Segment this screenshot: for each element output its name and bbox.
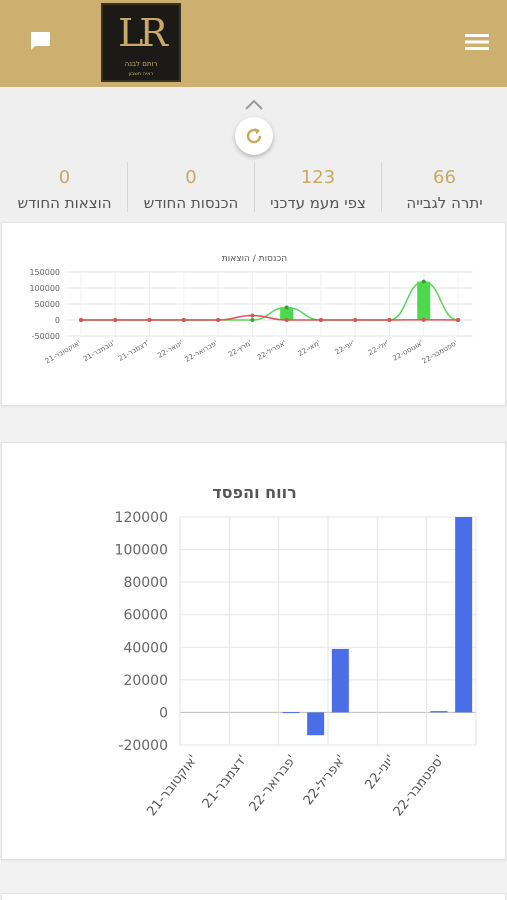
logo[interactable]: LR רותם לבנה ראיה חשבון <box>101 3 181 82</box>
menu-icon[interactable] <box>464 32 490 52</box>
profit-loss-bar <box>307 712 325 736</box>
stat-monthly-expenses[interactable]: 0 הוצאות החודש <box>2 162 127 218</box>
stat-value: 0 <box>185 167 197 188</box>
income-line <box>80 280 459 321</box>
y-tick-label: 80000 <box>123 575 168 591</box>
expenses-point <box>284 318 289 322</box>
logo-mark: LR <box>118 11 168 55</box>
x-tick-label: ספטמבר-22' <box>421 339 459 366</box>
y-tick-label: 100000 <box>115 543 168 559</box>
y-tick-label: 150000 <box>29 268 60 277</box>
chart-title: הכנסות / הוצאות <box>221 254 288 264</box>
expenses-point <box>250 313 255 318</box>
y-tick-label: -20000 <box>118 738 168 754</box>
profit-loss-bar <box>331 648 349 713</box>
x-tick-label: פברואר-22' <box>247 752 300 814</box>
stat-label: צפי מעמ עדכני <box>270 194 366 212</box>
profit-loss-bar <box>282 712 300 714</box>
expenses-point <box>456 318 460 322</box>
expenses-point <box>113 318 118 322</box>
stat-divider <box>381 162 382 212</box>
stat-value: 123 <box>300 167 336 188</box>
chat-icon[interactable] <box>28 30 52 52</box>
x-tick-label: אפריל-22' <box>301 752 349 808</box>
profit-loss-bar <box>455 517 473 713</box>
income-bar <box>280 307 294 320</box>
y-tick-label: 40000 <box>123 640 168 656</box>
refresh-icon <box>246 128 262 144</box>
x-tick-label: מאי-22' <box>297 339 322 358</box>
expenses-line <box>80 314 459 321</box>
stat-label: הכנסות החודש <box>143 194 239 212</box>
y-tick-label: 0 <box>159 705 168 721</box>
y-tick-label: 20000 <box>123 673 168 689</box>
chevron-up-icon[interactable] <box>244 96 264 110</box>
profit-loss-bar <box>430 711 448 713</box>
expenses-point <box>387 318 392 322</box>
refresh-button[interactable] <box>235 117 273 155</box>
stat-value: 66 <box>433 167 456 188</box>
next-card <box>1 893 506 900</box>
x-tick-label: דצמבר-21' <box>117 339 151 363</box>
app-header: LR רותם לבנה ראיה חשבון <box>0 0 507 87</box>
y-tick-label: 50000 <box>35 300 60 309</box>
y-tick-label: 100000 <box>29 284 60 293</box>
x-tick-label: אוקטובר-21' <box>44 339 82 366</box>
y-tick-label: 120000 <box>115 510 168 526</box>
income-bar <box>417 281 431 320</box>
y-tick-label: 0 <box>55 316 60 325</box>
x-tick-label: אוקטובר-21' <box>144 752 201 819</box>
expenses-point <box>216 318 221 322</box>
x-tick-label: יולי-22' <box>367 339 390 357</box>
expenses-point <box>79 318 83 322</box>
expenses-point <box>318 318 323 322</box>
x-tick-label: דצמבר-21' <box>200 752 251 811</box>
x-tick-label: ינואר-22' <box>156 339 185 360</box>
stat-vat-forecast[interactable]: 123 צפי מעמ עדכני <box>255 162 381 218</box>
x-tick-label: נובמבר-21' <box>82 339 116 363</box>
expenses-point <box>353 318 358 322</box>
summary-panel: 66 יתרה לגבייה 123 צפי מעמ עדכני 0 הכנסו… <box>0 88 507 218</box>
y-tick-label: -50000 <box>32 332 60 341</box>
stat-monthly-income[interactable]: 0 הכנסות החודש <box>128 162 254 218</box>
income-expenses-chart: 150000 100000 50000 0 -50000אוקטובר-21'נובמב… <box>29 268 473 366</box>
expenses-point <box>181 318 186 322</box>
expenses-point <box>421 317 426 322</box>
stat-balance-due[interactable]: 66 יתרה לגבייה <box>382 162 507 218</box>
x-tick-label: יוני-22' <box>362 752 398 792</box>
profit-loss-chart: 120000100000800006000040000200000-20000א… <box>115 510 477 819</box>
logo-subtitle: ראיה חשבון <box>128 71 154 77</box>
stat-value: 0 <box>58 167 71 188</box>
income-point <box>284 305 289 310</box>
stat-label: יתרה לגבייה <box>406 194 483 212</box>
stat-label: הוצאות החודש <box>17 194 112 212</box>
x-tick-label: אפריל-22' <box>256 339 288 362</box>
x-tick-label: אוגוסט-22' <box>391 339 424 363</box>
income-point <box>421 279 426 284</box>
income-point <box>250 318 255 322</box>
stat-divider <box>254 162 255 212</box>
logo-text: רותם לבנה <box>124 60 158 68</box>
income-expenses-card: הכנסות / הוצאות 150000 100000 50000 0 -50000… <box>1 222 506 406</box>
profit-loss-card: רווח והפסד 120000 100000 80000 60000 40000 20… <box>1 442 506 860</box>
expenses-point <box>147 318 152 322</box>
x-tick-label: ספטמבר-22' <box>391 752 448 819</box>
x-tick-label: פברואר-22' <box>184 339 219 364</box>
x-tick-label: מרץ-22' <box>227 339 253 359</box>
stat-divider <box>127 162 128 212</box>
x-tick-label: יוני-22' <box>334 339 356 357</box>
y-tick-label: 60000 <box>123 608 168 624</box>
chart-title: רווח והפסד <box>212 483 297 502</box>
